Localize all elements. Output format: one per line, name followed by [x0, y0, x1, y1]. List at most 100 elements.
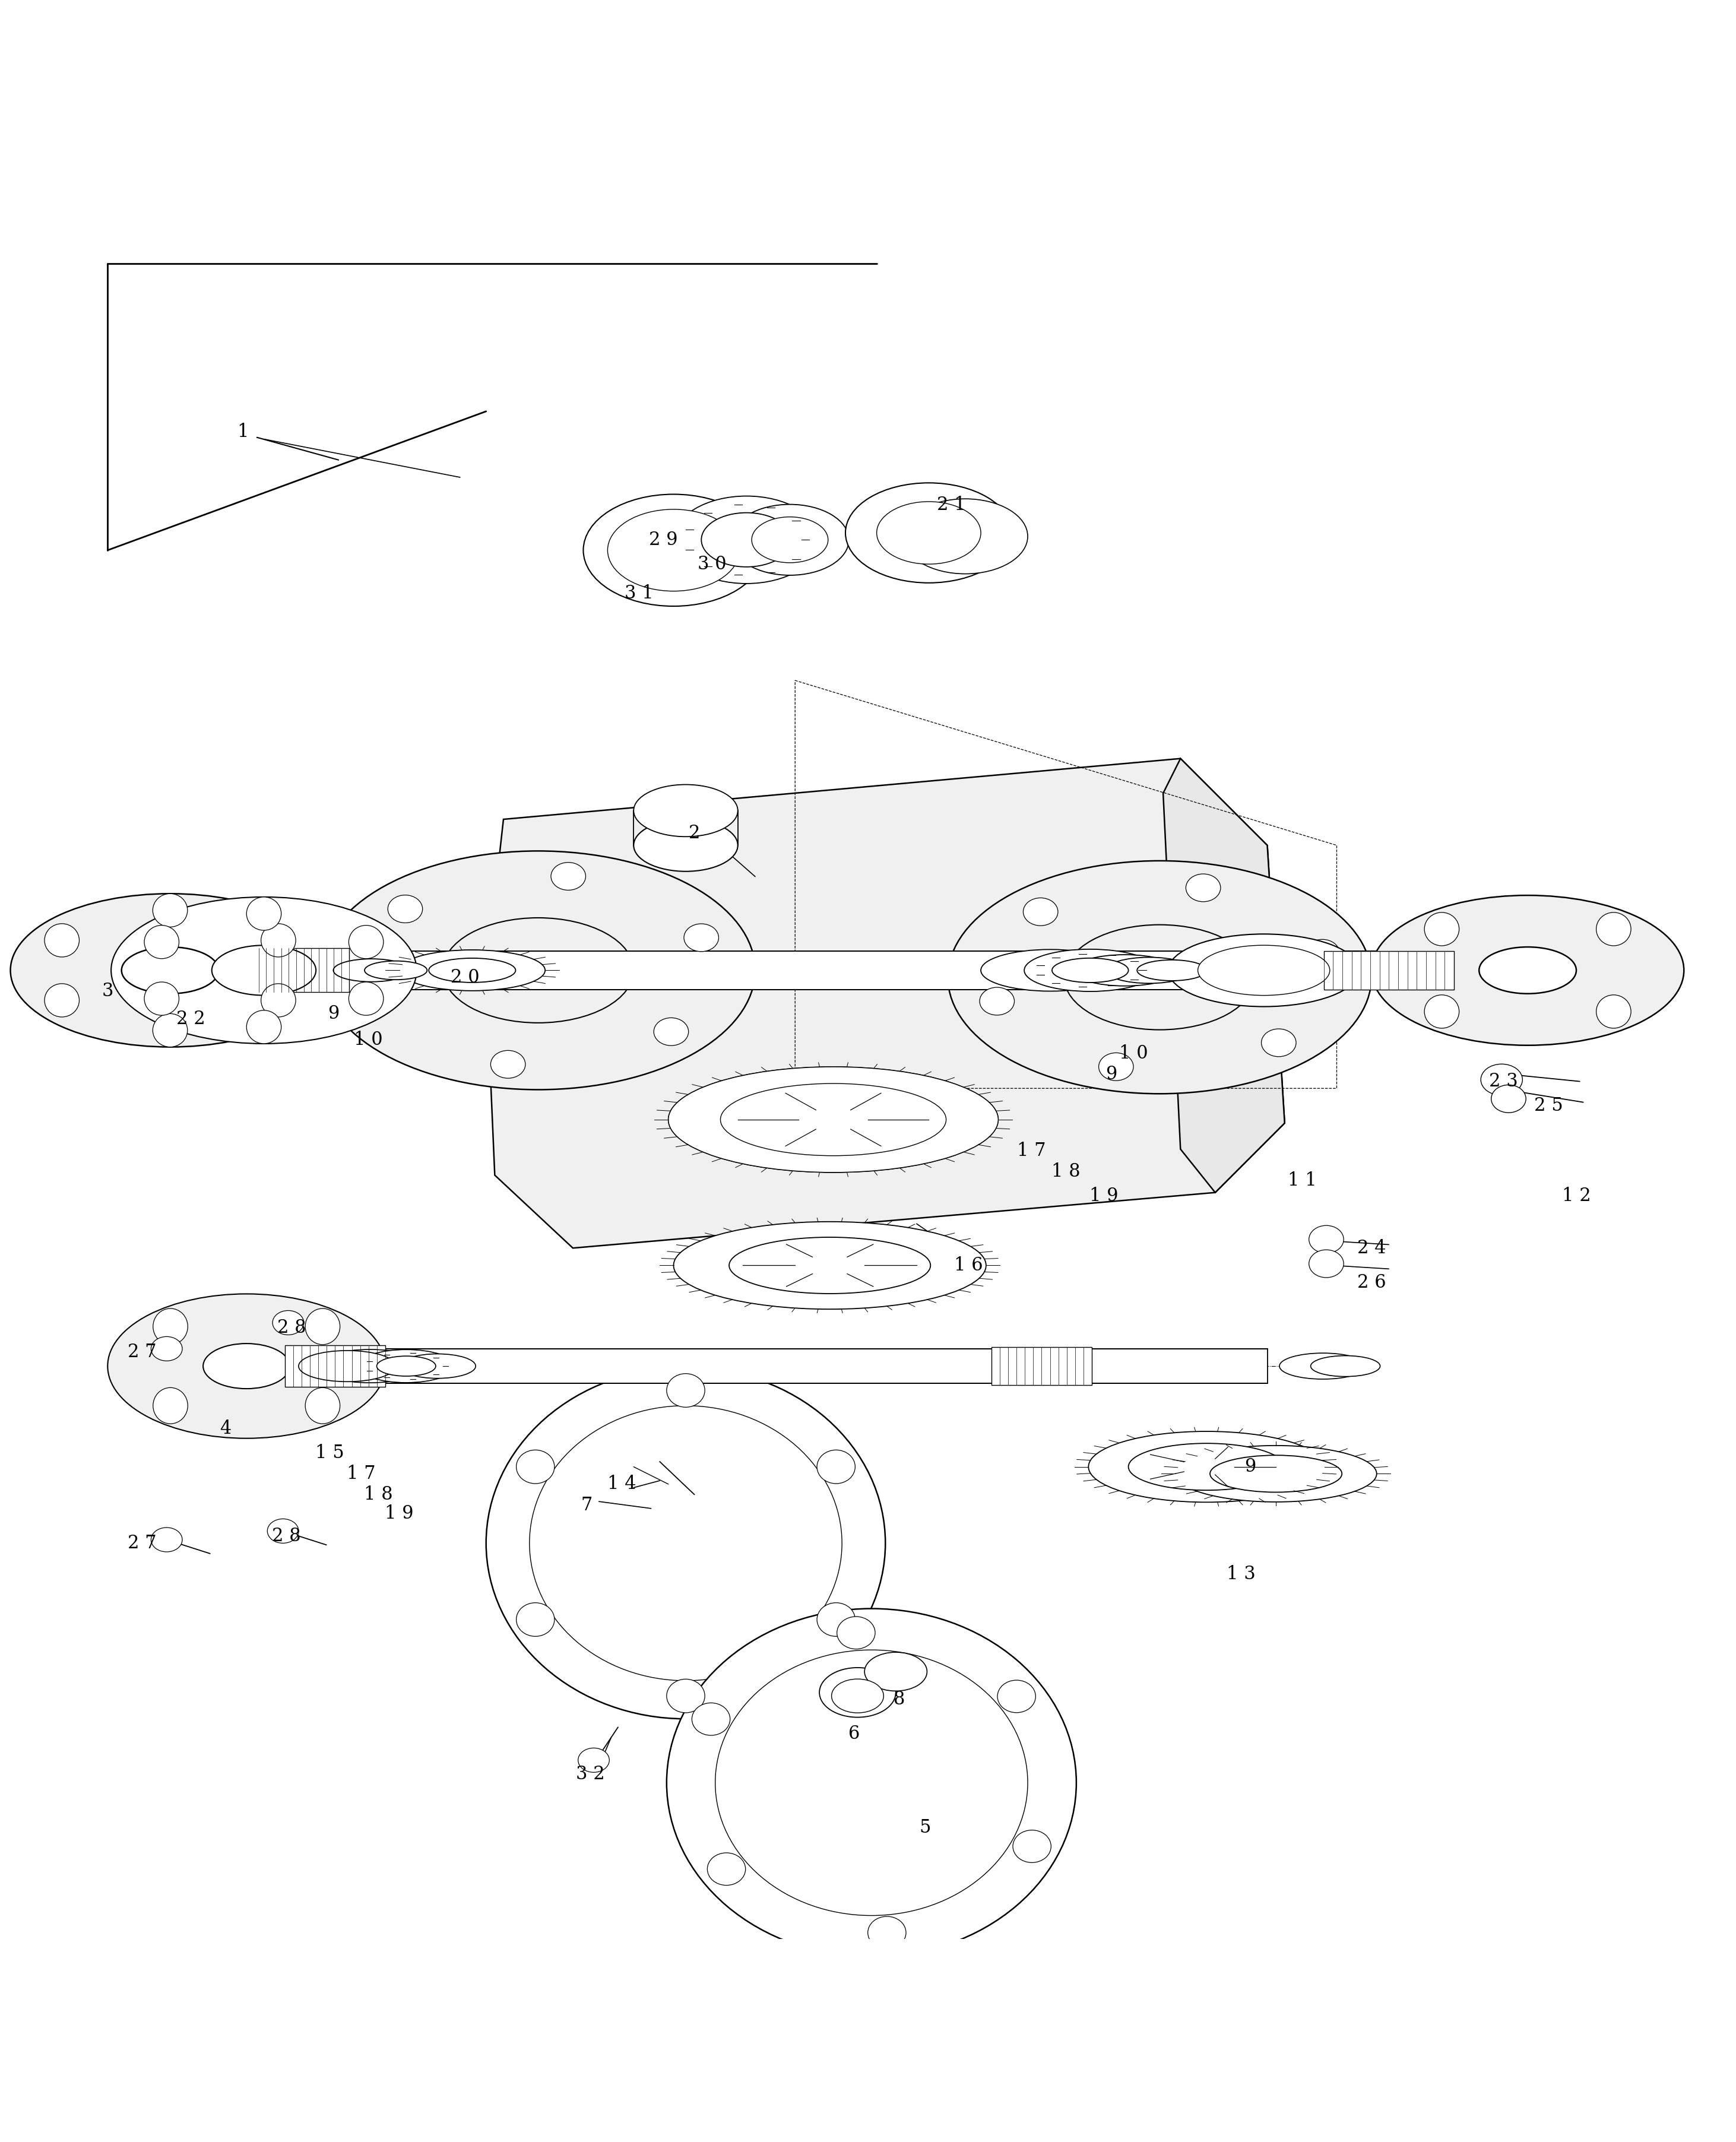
- Ellipse shape: [260, 923, 295, 957]
- Ellipse shape: [399, 1354, 476, 1377]
- Text: 2 8: 2 8: [278, 1319, 306, 1337]
- Ellipse shape: [144, 925, 179, 960]
- Ellipse shape: [151, 1337, 182, 1360]
- Text: 2: 2: [689, 825, 700, 842]
- Ellipse shape: [153, 1013, 187, 1047]
- Text: 2 7: 2 7: [128, 1343, 156, 1362]
- Ellipse shape: [1198, 945, 1330, 996]
- Polygon shape: [257, 951, 1510, 990]
- Ellipse shape: [429, 957, 516, 983]
- Text: 1 2: 1 2: [1562, 1187, 1590, 1206]
- Text: 9: 9: [1245, 1457, 1255, 1476]
- Ellipse shape: [1595, 912, 1630, 947]
- Text: 2 8: 2 8: [273, 1527, 300, 1544]
- Ellipse shape: [318, 1349, 422, 1384]
- Text: 7: 7: [582, 1495, 592, 1514]
- Ellipse shape: [693, 1703, 731, 1735]
- Ellipse shape: [752, 516, 828, 563]
- Ellipse shape: [299, 1352, 396, 1382]
- Text: 1: 1: [238, 422, 248, 441]
- Text: 1 0: 1 0: [1120, 1045, 1147, 1062]
- Ellipse shape: [358, 990, 392, 1017]
- Ellipse shape: [306, 1309, 340, 1345]
- Text: 2 5: 2 5: [1535, 1097, 1562, 1116]
- Text: 2 7: 2 7: [128, 1534, 156, 1553]
- Text: 9: 9: [1106, 1065, 1116, 1084]
- Ellipse shape: [1023, 897, 1057, 925]
- Polygon shape: [257, 1349, 1267, 1384]
- Ellipse shape: [358, 1349, 455, 1382]
- Ellipse shape: [1168, 934, 1359, 1007]
- Ellipse shape: [1311, 1356, 1380, 1377]
- Ellipse shape: [1425, 994, 1460, 1028]
- Ellipse shape: [1073, 955, 1177, 985]
- Text: 2 4: 2 4: [1358, 1238, 1385, 1257]
- Ellipse shape: [1491, 1084, 1526, 1112]
- Ellipse shape: [1595, 994, 1630, 1028]
- Ellipse shape: [1024, 949, 1156, 992]
- Ellipse shape: [729, 1086, 937, 1152]
- Ellipse shape: [267, 1519, 299, 1542]
- Ellipse shape: [819, 1669, 896, 1718]
- Ellipse shape: [45, 923, 80, 957]
- Ellipse shape: [948, 861, 1371, 1095]
- Text: 1 9: 1 9: [385, 1504, 413, 1523]
- Text: 3 0: 3 0: [698, 555, 726, 574]
- Ellipse shape: [674, 497, 819, 583]
- Ellipse shape: [153, 1309, 187, 1345]
- Polygon shape: [259, 949, 349, 992]
- Ellipse shape: [818, 1602, 856, 1636]
- Text: 3 1: 3 1: [625, 585, 653, 602]
- Ellipse shape: [837, 1617, 875, 1649]
- Ellipse shape: [634, 784, 738, 838]
- Polygon shape: [1163, 758, 1285, 1193]
- Ellipse shape: [1128, 1444, 1285, 1491]
- Ellipse shape: [1012, 1829, 1050, 1864]
- Ellipse shape: [667, 1373, 705, 1407]
- Ellipse shape: [516, 1450, 554, 1484]
- Ellipse shape: [903, 499, 1028, 574]
- Text: 8: 8: [894, 1690, 904, 1709]
- Ellipse shape: [153, 893, 187, 927]
- Ellipse shape: [868, 1917, 906, 1949]
- Ellipse shape: [1099, 1054, 1134, 1080]
- Polygon shape: [285, 1345, 385, 1386]
- Ellipse shape: [203, 1343, 290, 1388]
- Ellipse shape: [1309, 1249, 1344, 1277]
- Ellipse shape: [247, 897, 281, 930]
- Text: 1 4: 1 4: [608, 1476, 635, 1493]
- Ellipse shape: [491, 1050, 526, 1077]
- Ellipse shape: [247, 1011, 281, 1043]
- Ellipse shape: [151, 1527, 182, 1551]
- Ellipse shape: [668, 1067, 998, 1172]
- Ellipse shape: [720, 1084, 946, 1157]
- Ellipse shape: [153, 1388, 187, 1424]
- Text: 2 3: 2 3: [1489, 1073, 1517, 1090]
- Ellipse shape: [349, 981, 384, 1015]
- Ellipse shape: [550, 863, 585, 891]
- Ellipse shape: [731, 503, 849, 576]
- Ellipse shape: [1088, 1431, 1325, 1502]
- Ellipse shape: [516, 1602, 554, 1636]
- Ellipse shape: [486, 1367, 885, 1718]
- Ellipse shape: [108, 1294, 385, 1437]
- Ellipse shape: [1137, 960, 1207, 981]
- Ellipse shape: [1210, 1454, 1342, 1493]
- Ellipse shape: [578, 1748, 609, 1771]
- Ellipse shape: [608, 510, 740, 591]
- Ellipse shape: [877, 501, 981, 563]
- Text: 1 8: 1 8: [1052, 1163, 1080, 1180]
- Ellipse shape: [845, 482, 1012, 583]
- Ellipse shape: [144, 981, 179, 1015]
- Ellipse shape: [981, 949, 1120, 992]
- Text: 2 2: 2 2: [177, 1009, 205, 1028]
- Ellipse shape: [674, 1221, 986, 1309]
- Ellipse shape: [365, 962, 427, 979]
- Ellipse shape: [865, 1651, 927, 1690]
- Ellipse shape: [321, 850, 755, 1090]
- Text: 1 1: 1 1: [1288, 1172, 1316, 1189]
- Ellipse shape: [273, 1311, 304, 1334]
- Ellipse shape: [10, 893, 330, 1047]
- Text: 1 9: 1 9: [1090, 1187, 1118, 1206]
- Ellipse shape: [1479, 947, 1576, 994]
